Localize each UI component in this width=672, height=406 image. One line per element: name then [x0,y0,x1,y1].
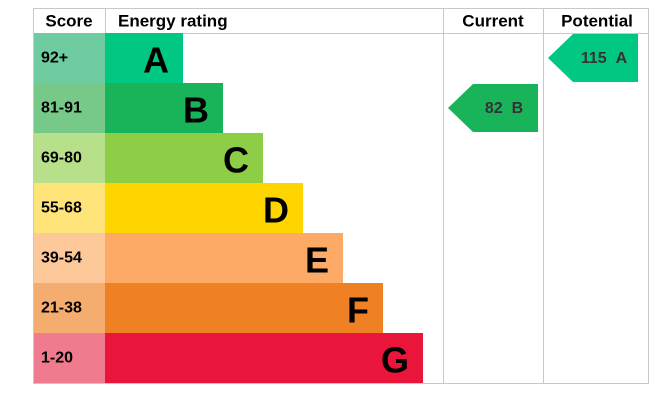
header-rating: Energy rating [118,12,228,31]
current-arrow [448,84,538,132]
score-cell [34,33,105,83]
rating-bar [105,83,223,133]
current-value: 82 [485,100,503,117]
rating-bar [105,233,343,283]
border [33,8,649,384]
rating-letter: E [305,240,329,281]
rating-bar [105,283,383,333]
potential-arrow [548,34,638,82]
rating-bar [105,133,263,183]
score-cell [34,233,105,283]
score-cell [34,333,105,383]
rating-bar [105,333,423,383]
score-label: 39-54 [41,250,82,267]
score-label: 81-91 [41,100,82,117]
rating-bar [105,33,183,83]
rating-letter: A [143,40,169,81]
score-label: 1-20 [41,350,73,367]
score-cell [34,133,105,183]
current-letter: B [512,100,524,117]
score-label: 92+ [41,50,68,67]
potential-rating: 115 A [581,50,628,67]
header-score: Score [45,12,92,31]
current-rating: 82 B [485,100,523,117]
rating-letter: B [183,90,209,131]
rating-bar [105,183,303,233]
header-potential: Potential [561,12,633,31]
score-label: 55-68 [41,200,82,217]
rating-letter: F [347,290,369,331]
score-label: 21-38 [41,300,82,317]
rating-letter: G [381,340,409,381]
frame [33,8,649,384]
score-cell [34,183,105,233]
rating-letter: C [223,140,249,181]
score-label: 69-80 [41,150,82,167]
potential-value: 115 [581,50,607,67]
rating-letter: D [263,190,289,231]
score-cell [34,283,105,333]
potential-letter: A [616,50,628,67]
score-cell [34,83,105,133]
header-current: Current [462,12,524,31]
